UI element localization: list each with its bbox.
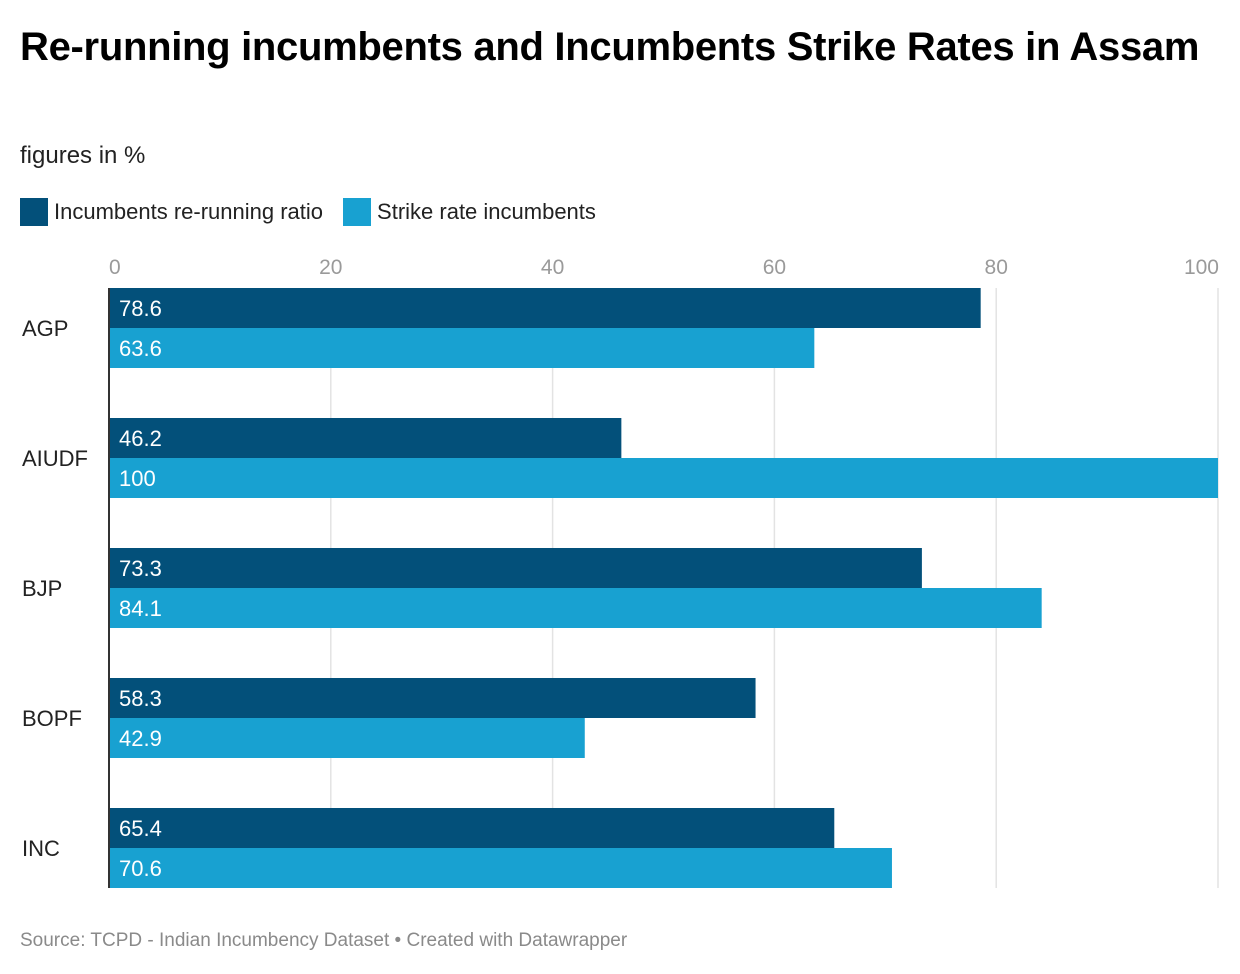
value-label-bjp-series-1: 84.1 [119, 596, 162, 621]
legend-item-strike-rate: Strike rate incumbents [343, 198, 596, 226]
x-tick-label-0: 0 [109, 256, 121, 279]
category-label-aiudf: AIUDF [22, 446, 88, 471]
x-tick-label-60: 60 [763, 256, 786, 279]
category-label-inc: INC [22, 836, 60, 861]
bar-agp-series-1 [109, 328, 815, 368]
value-label-agp-series-1: 63.6 [119, 336, 162, 361]
legend-swatch-rerunning [20, 198, 48, 226]
value-label-inc-series-0: 65.4 [119, 816, 162, 841]
value-label-aiudf-series-1: 100 [119, 466, 156, 491]
legend-swatch-strike-rate [343, 198, 372, 226]
value-label-bopf-series-0: 58.3 [119, 686, 162, 711]
bar-bjp-series-1 [109, 588, 1042, 628]
bar-bopf-series-1 [109, 718, 585, 758]
bar-inc-series-0 [109, 808, 835, 848]
bar-agp-series-0 [109, 288, 981, 328]
category-label-bjp: BJP [22, 576, 62, 601]
value-label-bopf-series-1: 42.9 [119, 726, 162, 751]
x-tick-label-40: 40 [541, 256, 564, 279]
x-tick-label-80: 80 [985, 256, 1008, 279]
bar-aiudf-series-1 [109, 458, 1218, 498]
value-label-aiudf-series-0: 46.2 [119, 426, 162, 451]
bar-aiudf-series-0 [109, 418, 622, 458]
value-label-inc-series-1: 70.6 [119, 856, 162, 881]
legend: Incumbents re-running ratio Strike rate … [20, 196, 616, 228]
legend-label-rerunning: Incumbents re-running ratio [54, 199, 324, 224]
legend-item-rerunning: Incumbents re-running ratio [20, 198, 323, 226]
bar-inc-series-1 [109, 848, 892, 888]
bar-bopf-series-0 [109, 678, 756, 718]
chart-title: Re-running incumbents and Incumbents Str… [20, 25, 1200, 69]
value-label-agp-series-0: 78.6 [119, 296, 162, 321]
bar-bjp-series-0 [109, 548, 922, 588]
legend-label-strike-rate: Strike rate incumbents [377, 199, 596, 224]
source-note: Source: TCPD - Indian Incumbency Dataset… [20, 930, 628, 951]
category-label-bopf: BOPF [22, 706, 82, 731]
x-tick-label-20: 20 [319, 256, 342, 279]
x-tick-label-100: 100 [1184, 256, 1219, 279]
value-label-bjp-series-0: 73.3 [119, 556, 162, 581]
chart-subtitle: figures in % [20, 142, 146, 169]
category-label-agp: AGP [22, 316, 68, 341]
